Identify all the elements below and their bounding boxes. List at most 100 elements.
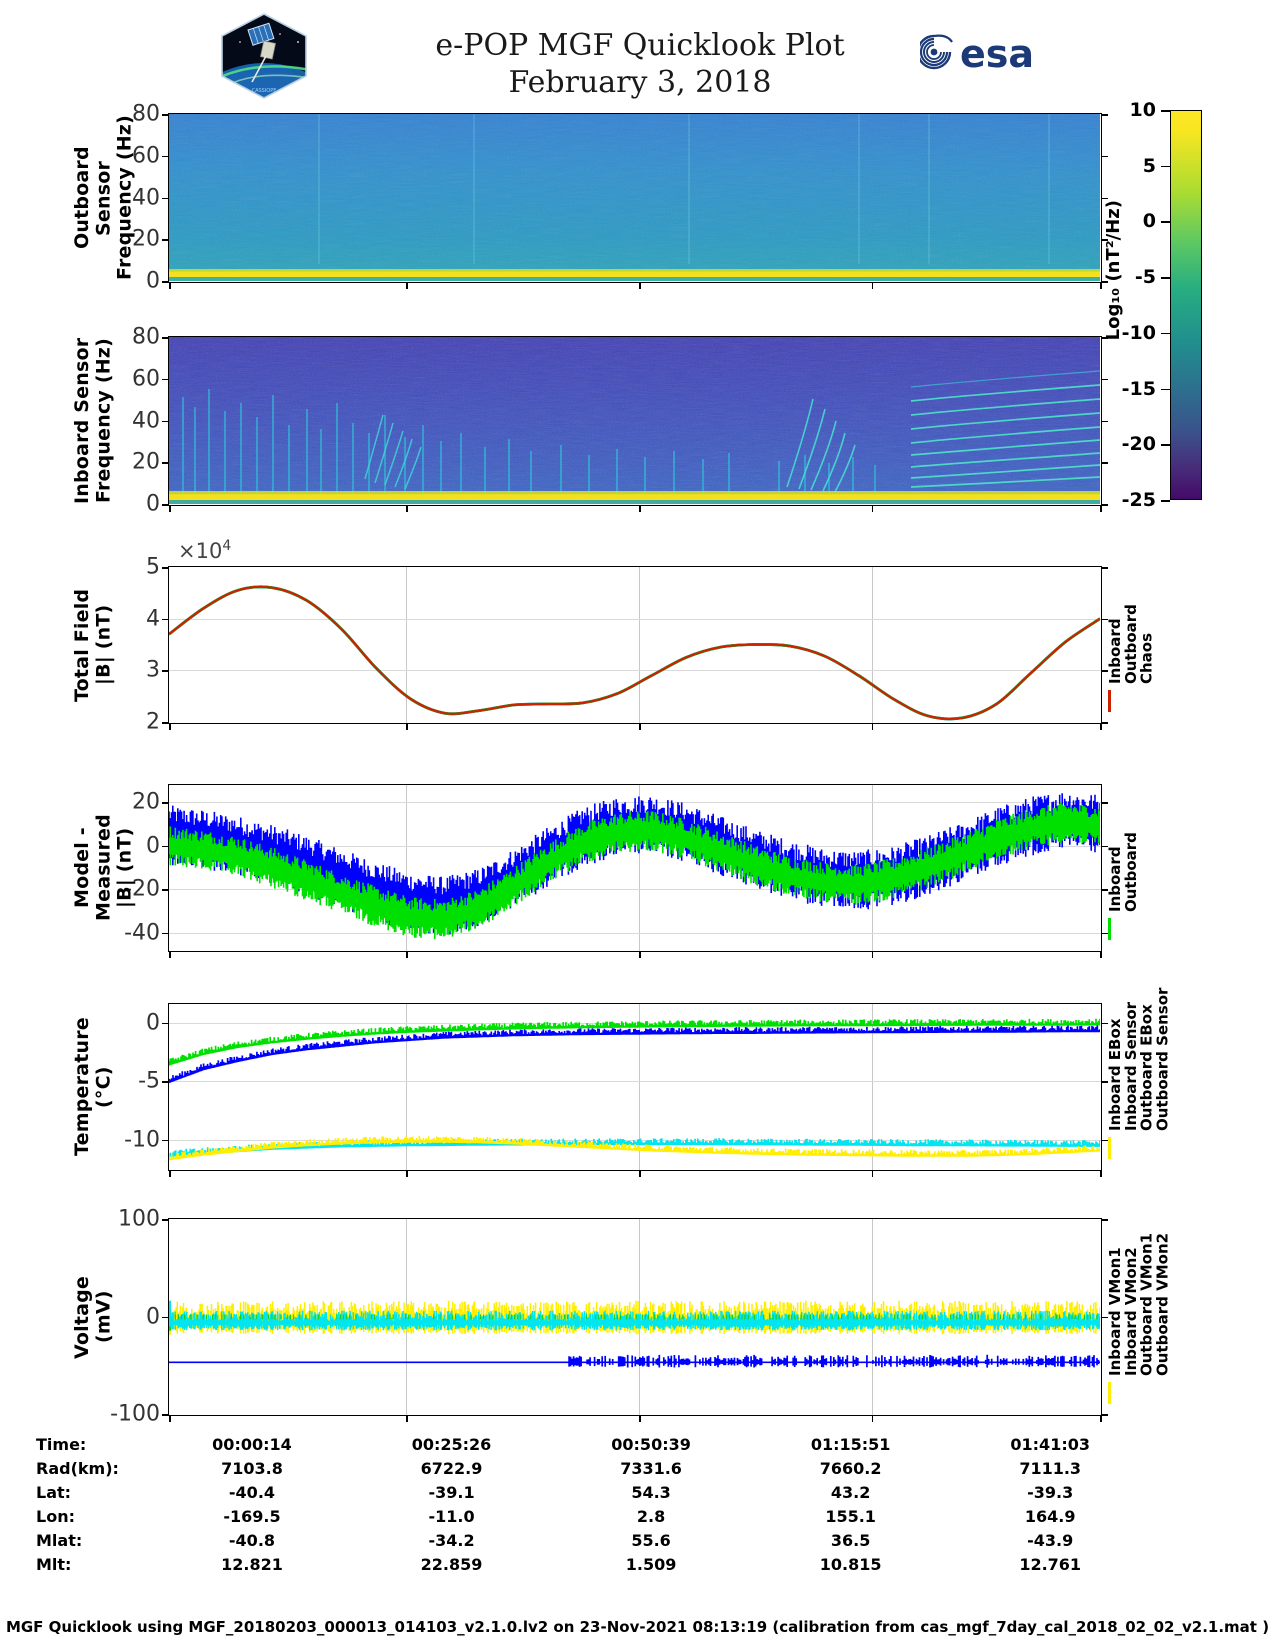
y-tick-right — [1101, 337, 1108, 339]
y-tick — [162, 1022, 169, 1025]
y-tick-label: 0 — [146, 1010, 160, 1036]
ephemeris-cell: 36.5 — [830, 1530, 871, 1550]
panel-total-field[interactable]: 5 4 3 2 — [146, 555, 1108, 735]
y-tick — [162, 281, 169, 283]
y-tick-right — [1101, 239, 1108, 241]
ephemeris-cell: 00:50:39 — [611, 1434, 691, 1454]
y-tick-label: 0 — [146, 491, 160, 517]
svg-text:CASSIOPE: CASSIOPE — [252, 88, 277, 94]
y-tick — [162, 114, 169, 116]
ephemeris-cell: 12.821 — [221, 1554, 283, 1574]
ephemeris-cell: 10.815 — [819, 1554, 882, 1574]
ephemeris-cell: 155.1 — [825, 1506, 876, 1526]
series-outboard — [169, 585, 1100, 721]
legend-swatch — [1108, 1137, 1111, 1159]
edge-marker — [169, 1300, 171, 1327]
x-tick — [1100, 951, 1102, 958]
x-tick — [169, 282, 171, 289]
y-tick-label: 20 — [132, 226, 160, 252]
ylabel-line2: (°C) — [92, 1066, 115, 1108]
x-tick — [871, 505, 874, 512]
y-tick-label: -10 — [124, 1127, 160, 1153]
vertical-gridline — [406, 567, 408, 723]
ephemeris-row-label: Rad(km): — [36, 1458, 119, 1478]
x-tick — [1100, 1415, 1102, 1422]
y-tick — [162, 567, 169, 569]
vertical-gridline — [406, 785, 408, 951]
series-outboard-vmon1 — [169, 1310, 1100, 1331]
esa-logo-icon: esa — [920, 28, 1050, 76]
y-tick-label: 60 — [132, 143, 160, 169]
outboard-spectrogram-image — [169, 114, 1101, 282]
cassiope-mission-logo-icon: CASSIOPE — [218, 12, 310, 100]
y-tick-label: -20 — [124, 876, 160, 902]
colorbar-tick-label: -25 — [1121, 489, 1156, 511]
y-tick — [162, 722, 169, 724]
legend-swatch — [1108, 918, 1111, 940]
ephemeris-grid: Time: 00:00:14 00:25:26 00:50:39 01:15:51 01:… — [0, 1432, 1150, 1576]
y-tick-right — [1101, 504, 1108, 506]
ephemeris-cell: -34.2 — [428, 1530, 475, 1550]
x-tick — [639, 723, 641, 730]
colorbar-tick — [1161, 500, 1170, 502]
colorbar-tick — [1161, 444, 1170, 446]
ephemeris-row-label: Mlat: — [36, 1530, 83, 1550]
panel-voltage[interactable]: 100 0 -100 — [110, 1207, 1108, 1427]
ephemeris-cell: 01:15:51 — [810, 1434, 891, 1454]
ylabel-line1: Model - Measured — [71, 814, 115, 922]
ephemeris-cell: 12.761 — [1019, 1554, 1082, 1574]
x-tick — [169, 723, 171, 730]
ephemeris-row: Lon: -169.5 -11.0 2.8 155.1 164.9 — [0, 1504, 1150, 1528]
x-tick — [871, 282, 874, 289]
series-outboard-sensor — [169, 1136, 1100, 1161]
y-tick-label: 80 — [132, 324, 160, 350]
ephemeris-table: Time: 00:00:14 00:25:26 00:50:39 01:15:51 01:… — [0, 1432, 1150, 1576]
colorbar-tick-label: -5 — [1134, 266, 1156, 289]
vertical-gridline — [639, 1004, 641, 1170]
y-tick — [162, 802, 169, 804]
y-tick-right — [1101, 722, 1108, 724]
y-tick — [162, 1219, 169, 1221]
y-tick-label: 0 — [146, 1304, 160, 1329]
y-tick — [162, 197, 169, 200]
y-tick-right — [1101, 889, 1108, 891]
y-tick-right — [1101, 1316, 1108, 1319]
ephemeris-cell: 2.8 — [636, 1506, 666, 1526]
y-tick — [162, 462, 169, 464]
x-tick — [639, 951, 641, 958]
panel-temperature[interactable]: 0 -5 -10 — [124, 1003, 1108, 1177]
x-tick — [406, 1170, 408, 1177]
ephemeris-cell: 55.6 — [631, 1530, 671, 1550]
y-tick — [162, 504, 169, 506]
x-tick — [406, 951, 408, 958]
ephemeris-cell: 7331.6 — [620, 1458, 682, 1478]
ephemeris-cell: 164.9 — [1024, 1506, 1076, 1526]
colorbar-tick-label: -20 — [1121, 433, 1156, 456]
y-tick — [162, 618, 169, 621]
y-tick-right — [1101, 197, 1108, 200]
ephemeris-cell: 22.859 — [420, 1554, 483, 1574]
colorbar-gradient — [1170, 110, 1202, 500]
series-outboard — [169, 802, 1100, 940]
y-tick-label: 4 — [146, 606, 160, 632]
ylabel-line1: Total Field — [71, 588, 93, 702]
y-tick-right — [1101, 1414, 1108, 1416]
ephemeris-cell: -43.9 — [1027, 1530, 1074, 1550]
ephemeris-row-label: Time: — [36, 1434, 87, 1454]
panel-model-minus-measured[interactable]: 20 0 -20 -40 — [124, 784, 1108, 958]
x-tick — [406, 723, 408, 730]
ylabel-line2: |B| (nT) — [113, 827, 136, 909]
colorbar-tick — [1161, 388, 1170, 391]
series-inboard — [169, 585, 1100, 721]
x-tick — [871, 1415, 874, 1422]
esa-wordmark: esa — [960, 32, 1034, 76]
y-tick-right — [1101, 1081, 1108, 1083]
panel-inboard-spectrogram[interactable]: 80 60 40 20 0 — [132, 325, 1108, 517]
panel-outboard-spectrogram[interactable]: 80 60 40 20 0 — [132, 102, 1108, 294]
y-tick-label: 20 — [132, 449, 160, 475]
ylabel-line2: |B| (nT) — [92, 604, 115, 686]
y-tick-label: 0 — [146, 268, 160, 294]
title-line-1: e-POP MGF Quicklook Plot — [435, 28, 845, 63]
ephemeris-cell: -39.3 — [1027, 1482, 1074, 1502]
x-tick — [1100, 1170, 1102, 1177]
